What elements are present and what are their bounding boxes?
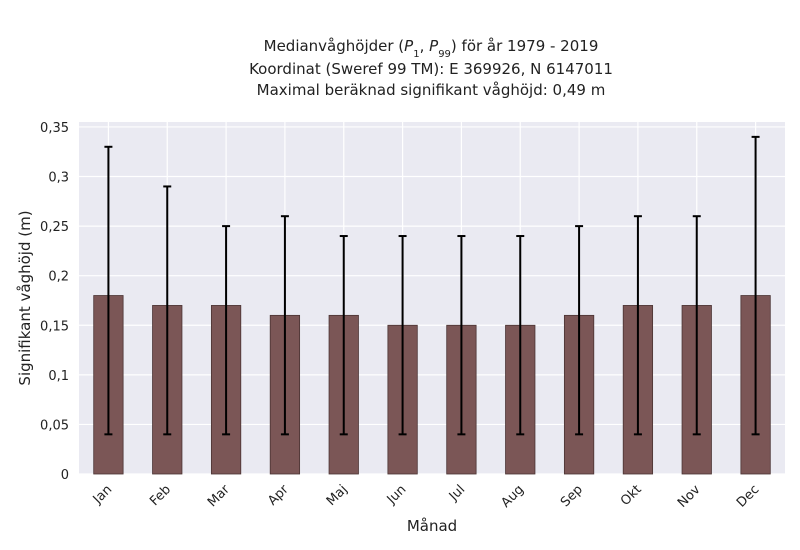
- x-tick-label-nov: Nov: [675, 482, 704, 511]
- x-axis-ticks: Jan Feb Mar Apr Maj Jun Jul Aug Sep Okt Nov Dec: [90, 482, 763, 511]
- x-tick-label-jan: Jan: [90, 482, 115, 507]
- x-tick-label-dec: Dec: [734, 482, 762, 510]
- x-tick-label-mar: Mar: [205, 482, 233, 510]
- error-bar-sep: [575, 225, 584, 436]
- error-bar-jul: [457, 235, 466, 436]
- chart-title-line-3: Maximal beräknad signifikant våghöjd: 0,…: [257, 81, 606, 99]
- error-bar-aug: [516, 235, 525, 436]
- y-tick-label: 0,2: [48, 270, 69, 285]
- y-tick-label: 0,3: [48, 171, 69, 186]
- error-bar-feb: [163, 185, 172, 436]
- y-axis-label: Signifikant våghöjd (m): [16, 210, 34, 385]
- error-bar-okt: [633, 215, 642, 436]
- y-tick-label: 0,25: [40, 220, 69, 235]
- error-bar-maj: [339, 235, 348, 436]
- error-bar-dec: [751, 135, 760, 436]
- x-tick-label-aug: Aug: [499, 482, 528, 511]
- y-tick-label: 0,15: [40, 319, 69, 334]
- chart-title-line-2: Koordinat (Sweref 99 TM): E 369926, N 61…: [249, 60, 613, 78]
- error-bar-jun: [398, 235, 407, 436]
- plot-background: [79, 122, 785, 474]
- x-tick-label-apr: Apr: [265, 482, 292, 509]
- x-tick-label-sep: Sep: [558, 482, 586, 510]
- error-bar-mar: [222, 225, 231, 436]
- x-tick-label-jun: Jun: [384, 482, 410, 508]
- x-tick-label-okt: Okt: [618, 482, 645, 509]
- x-tick-label-maj: Maj: [324, 482, 351, 509]
- y-axis-ticks: 0 0,05 0,1 0,15 0,2 0,25 0,3 0,35: [40, 121, 69, 483]
- error-bar-apr: [280, 215, 289, 436]
- error-bar-jan: [104, 145, 113, 436]
- y-tick-label: 0: [61, 468, 69, 483]
- error-bars-group: [104, 135, 760, 436]
- x-axis-label: Månad: [407, 517, 457, 535]
- y-tick-label: 0,05: [40, 418, 69, 433]
- y-tick-label: 0,35: [40, 121, 69, 136]
- chart-title-line-1: Medianvåghöjder (P1, P99) för år 1979 - …: [264, 37, 599, 60]
- y-tick-label: 0,1: [48, 369, 69, 384]
- x-tick-label-jul: Jul: [446, 482, 468, 504]
- error-bar-nov: [692, 215, 701, 436]
- x-tick-label-feb: Feb: [147, 482, 174, 509]
